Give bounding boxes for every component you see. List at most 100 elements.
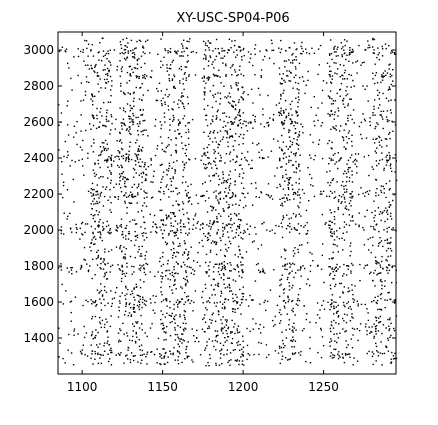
scatter-point [177, 252, 180, 254]
scatter-point [185, 131, 187, 134]
scatter-point [135, 331, 137, 334]
scatter-point [173, 303, 175, 306]
scatter-point [127, 347, 130, 349]
scatter-point [283, 305, 286, 307]
scatter-point [91, 277, 93, 280]
scatter-point [188, 266, 191, 268]
scatter-point [91, 331, 94, 333]
scatter-point [263, 301, 265, 304]
scatter-point [340, 42, 342, 44]
scatter-point [291, 100, 293, 103]
scatter-point [70, 320, 72, 322]
scatter-point [174, 232, 176, 234]
scatter-point [203, 91, 205, 93]
scatter-point [146, 196, 148, 198]
scatter-point [217, 334, 219, 337]
scatter-point [374, 150, 376, 152]
scatter-point [169, 124, 171, 126]
scatter-point [211, 63, 213, 65]
scatter-point [93, 117, 95, 120]
scatter-point [335, 125, 337, 127]
scatter-point [328, 96, 331, 98]
scatter-point [125, 302, 128, 304]
scatter-point [236, 328, 238, 330]
scatter-point [291, 299, 294, 302]
scatter-point [239, 249, 241, 252]
scatter-point [227, 336, 229, 338]
scatter-point [251, 241, 254, 243]
scatter-point [249, 294, 251, 297]
scatter-point [372, 72, 374, 74]
scatter-point [238, 135, 240, 138]
scatter-point [142, 264, 145, 266]
scatter-point [345, 205, 347, 207]
scatter-point [392, 358, 395, 360]
scatter-point [339, 157, 342, 160]
scatter-point [86, 47, 88, 50]
scatter-point [282, 157, 285, 160]
scatter-point [229, 364, 231, 366]
scatter-point [337, 208, 339, 211]
scatter-point [163, 339, 165, 341]
scatter-point [170, 180, 173, 183]
scatter-point [374, 214, 376, 217]
scatter-point [159, 121, 161, 123]
scatter-point [129, 73, 131, 75]
scatter-point [185, 77, 187, 79]
scatter-point [379, 352, 381, 354]
scatter-point [230, 213, 232, 215]
scatter-point [140, 172, 142, 175]
scatter-point [174, 220, 177, 222]
scatter-point [231, 74, 233, 76]
scatter-point [345, 340, 347, 342]
scatter-point [66, 189, 69, 191]
scatter-point [140, 86, 142, 89]
scatter-point [101, 295, 104, 297]
scatter-point [291, 184, 293, 186]
scatter-point [162, 97, 164, 100]
scatter-point [388, 64, 390, 66]
scatter-point [233, 121, 236, 123]
scatter-point [161, 164, 163, 166]
scatter-point [343, 239, 346, 241]
scatter-point [196, 222, 198, 225]
scatter-point [142, 109, 144, 111]
scatter-point [346, 142, 348, 144]
scatter-point [369, 332, 371, 334]
scatter-point [291, 143, 293, 146]
scatter-point [178, 67, 181, 70]
scatter-point [172, 109, 174, 111]
scatter-point [103, 259, 105, 261]
scatter-point [341, 54, 343, 56]
scatter-point [329, 115, 331, 117]
scatter-point [278, 146, 281, 149]
scatter-point [298, 213, 300, 215]
scatter-point [73, 136, 75, 138]
scatter-point [227, 327, 229, 330]
scatter-point [334, 163, 336, 165]
scatter-point [204, 152, 206, 154]
scatter-point [376, 122, 378, 124]
scatter-point [167, 356, 169, 358]
scatter-point [202, 227, 204, 229]
scatter-point [384, 138, 387, 140]
scatter-point [183, 167, 186, 169]
scatter-point [391, 170, 393, 173]
scatter-point [212, 73, 215, 76]
scatter-point [367, 312, 369, 314]
scatter-point [179, 222, 181, 224]
scatter-point [124, 45, 126, 47]
scatter-point [287, 224, 289, 227]
scatter-point [181, 287, 183, 289]
scatter-point [103, 289, 106, 292]
scatter-point [120, 68, 123, 70]
scatter-point [291, 164, 294, 166]
scatter-point [99, 291, 101, 293]
scatter-point [255, 233, 257, 235]
scatter-point [185, 296, 188, 298]
scatter-point [364, 49, 366, 51]
scatter-point [182, 78, 184, 80]
scatter-point [92, 194, 95, 196]
scatter-point [348, 353, 351, 355]
scatter-point [369, 124, 371, 127]
